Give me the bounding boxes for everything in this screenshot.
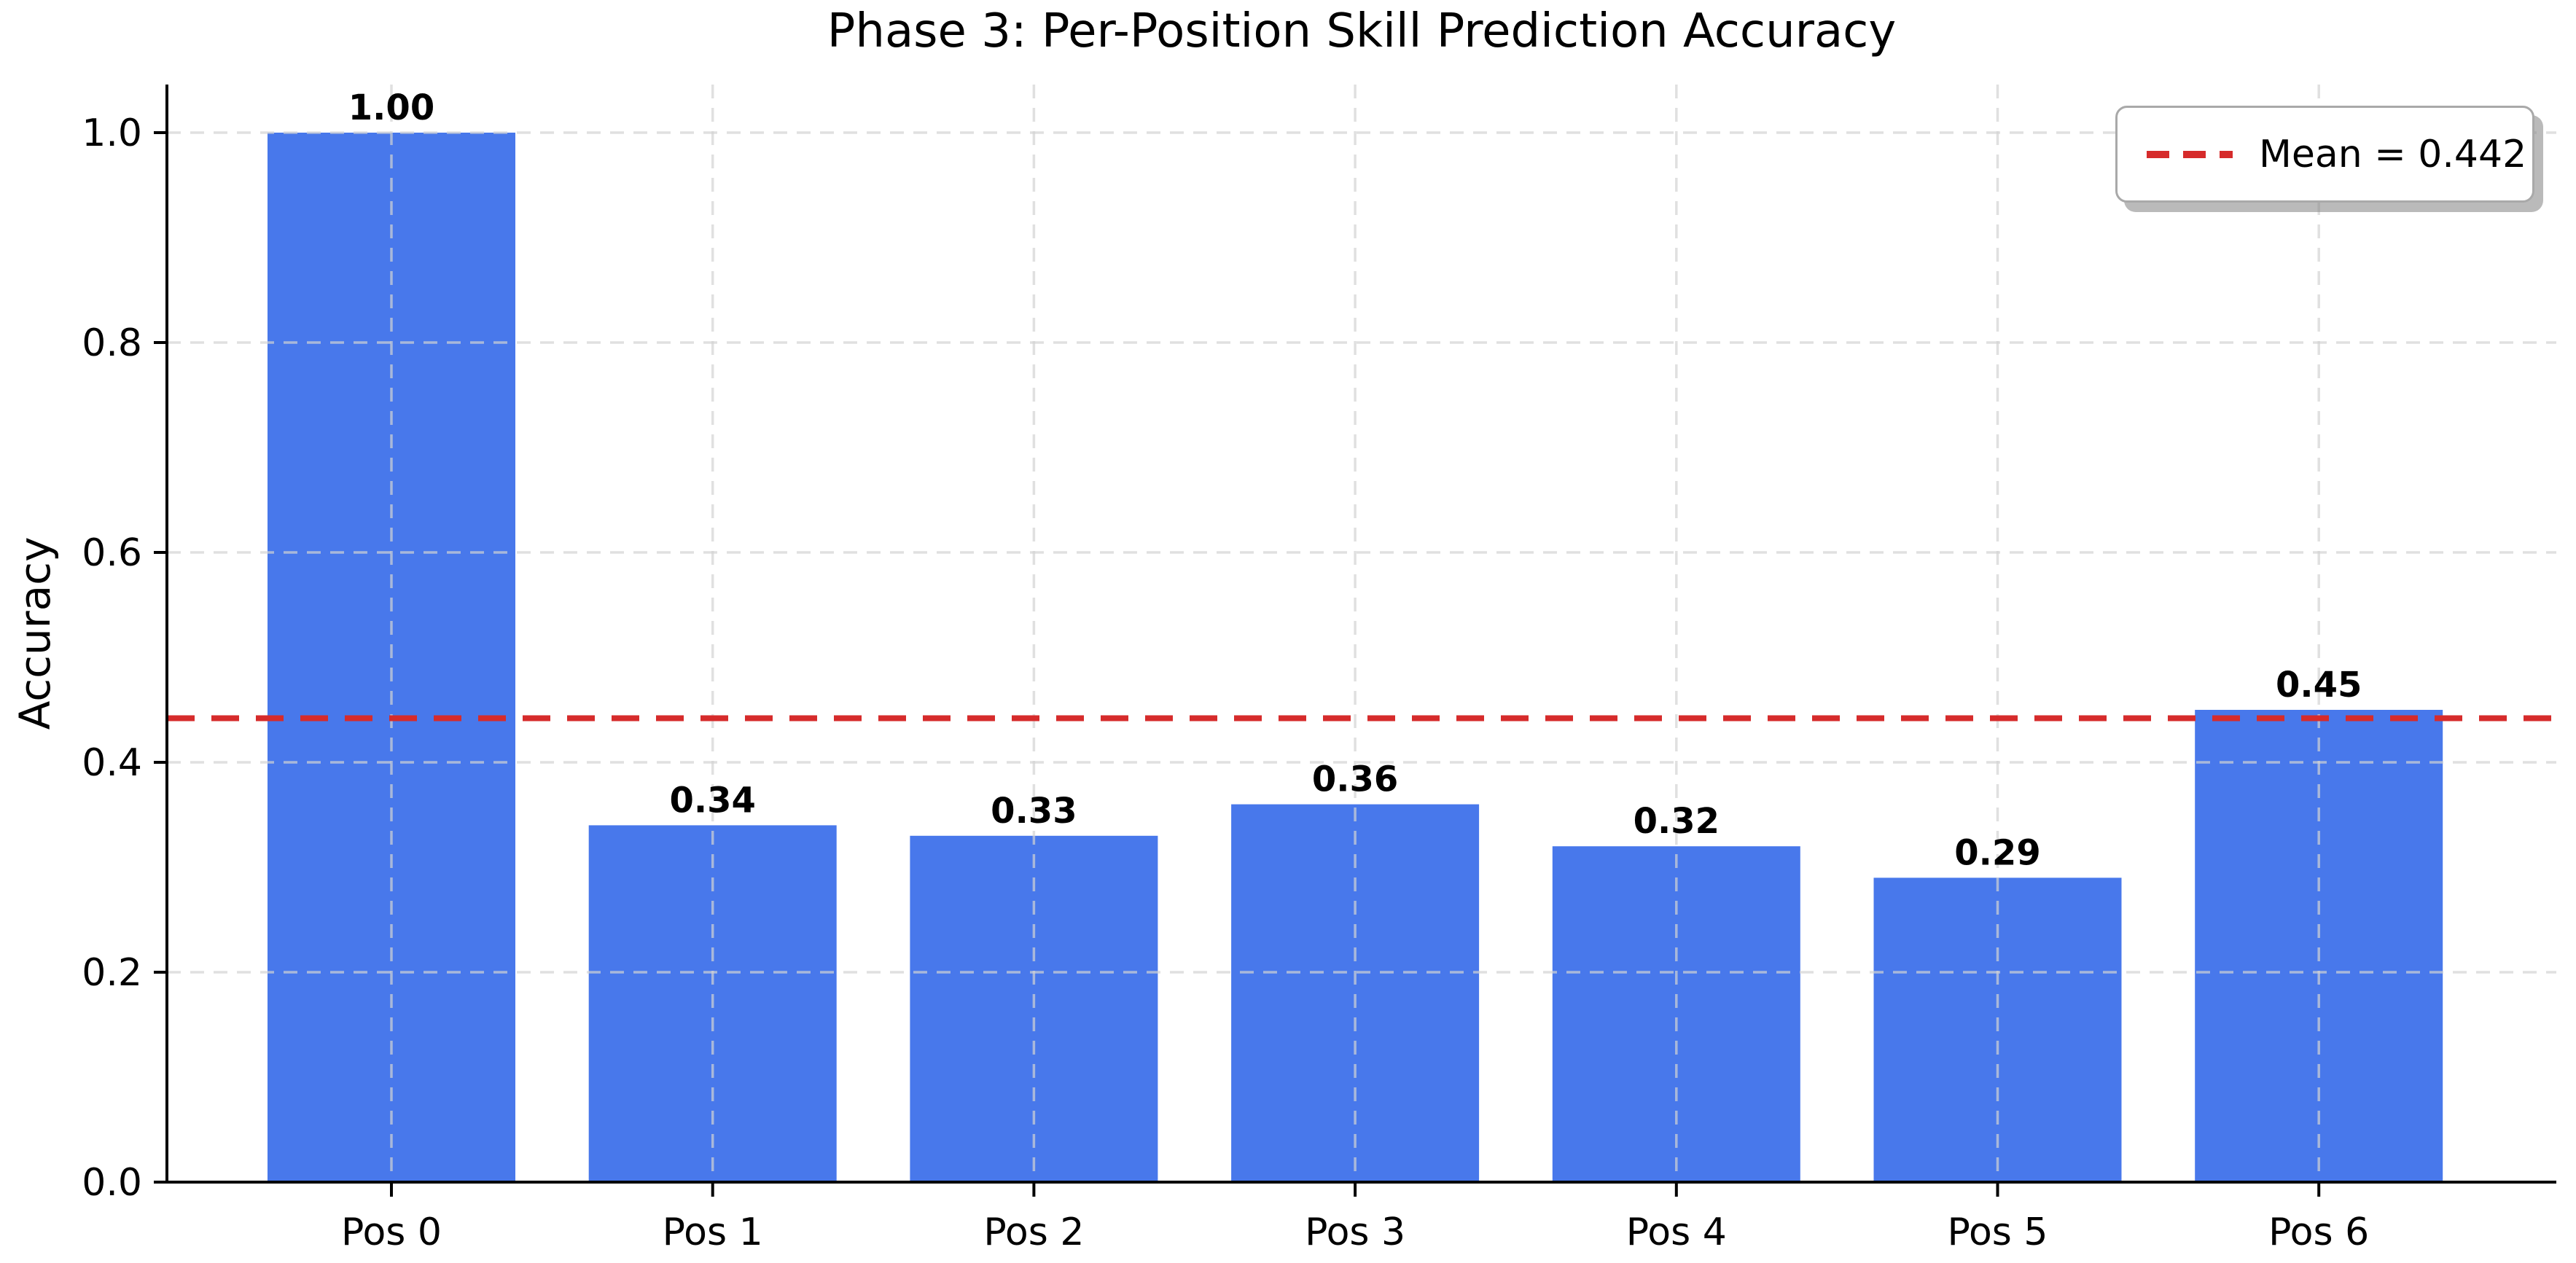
x-tick-label: Pos 6 <box>2268 1211 2369 1254</box>
bar-value-label: 0.32 <box>1634 801 1720 842</box>
x-tick-label: Pos 3 <box>1305 1211 1405 1254</box>
y-tick-label: 0.0 <box>82 1161 142 1205</box>
legend-label: Mean = 0.442 <box>2259 132 2527 176</box>
mean-line-legend-swatch <box>2147 150 2233 158</box>
x-tick-label: Pos 5 <box>1947 1211 2048 1254</box>
bar-value-label: 1.00 <box>348 87 434 128</box>
bar-value-label: 0.36 <box>1312 759 1398 800</box>
bar-value-label: 0.29 <box>1954 832 2040 873</box>
x-tick-label: Pos 0 <box>341 1211 442 1254</box>
bar-pos-4 <box>1552 846 1800 1182</box>
x-tick-label: Pos 4 <box>1626 1211 1727 1254</box>
bar-value-label: 0.33 <box>991 791 1077 832</box>
y-tick-label: 0.6 <box>82 531 142 575</box>
x-tick-label: Pos 1 <box>663 1211 763 1254</box>
chart-title: Phase 3: Per-Position Skill Prediction A… <box>827 4 1897 58</box>
y-tick-label: 0.2 <box>82 951 142 995</box>
y-tick-label: 0.8 <box>82 321 142 365</box>
legend: Mean = 0.442 <box>2115 106 2534 203</box>
y-tick-label: 0.4 <box>82 741 142 785</box>
x-tick-label: Pos 2 <box>983 1211 1084 1254</box>
y-tick-label: 1.0 <box>82 112 142 155</box>
bar-value-label: 0.45 <box>2276 665 2362 705</box>
bar-value-label: 0.34 <box>669 780 755 821</box>
